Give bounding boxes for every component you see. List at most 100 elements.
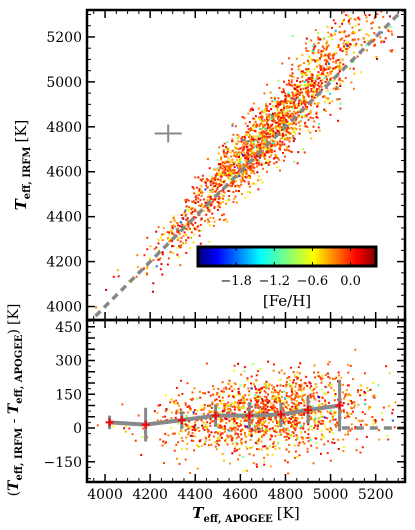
residual-point (364, 423, 367, 426)
irfm-point (241, 149, 244, 152)
irfm-point (263, 123, 266, 126)
irfm-point (227, 175, 230, 178)
residual-point (253, 394, 256, 397)
irfm-point (185, 201, 187, 203)
residual-point (350, 413, 353, 415)
residual-point (334, 393, 337, 395)
irfm-point (305, 47, 308, 50)
irfm-point (215, 173, 218, 176)
irfm-point (338, 77, 341, 80)
residual-point (278, 433, 280, 436)
irfm-point (305, 49, 308, 52)
irfm-point (286, 110, 289, 112)
residual-point (187, 433, 190, 436)
irfm-point (306, 78, 309, 81)
irfm-point (255, 124, 258, 127)
residual-point (344, 416, 347, 419)
irfm-point (264, 147, 266, 150)
residual-point (217, 444, 220, 447)
irfm-point (243, 171, 246, 174)
residual-point (193, 409, 196, 412)
irfm-point (198, 189, 201, 192)
irfm-point (242, 139, 245, 142)
irfm-point (279, 148, 282, 151)
irfm-point (236, 133, 239, 136)
irfm-point (264, 154, 267, 157)
residual-point (285, 431, 288, 434)
irfm-point (290, 116, 293, 119)
irfm-point (259, 147, 262, 150)
irfm-point (211, 186, 214, 189)
residual-point (236, 417, 239, 420)
irfm-point (204, 205, 207, 208)
residual-point (190, 398, 193, 401)
irfm-point (293, 88, 295, 91)
irfm-point (260, 135, 262, 138)
irfm-point (379, 36, 382, 39)
irfm-point (264, 136, 267, 139)
irfm-point (307, 90, 310, 93)
irfm-point (239, 164, 242, 167)
residual-point (340, 410, 343, 413)
irfm-point (305, 108, 308, 110)
irfm-point (343, 45, 345, 48)
residual-point (96, 424, 99, 427)
bottom-y-tick-label: 0 (73, 421, 82, 437)
residual-point (258, 397, 261, 400)
irfm-point (229, 172, 232, 175)
residual-point (228, 407, 231, 410)
irfm-point (159, 268, 162, 271)
residual-point (216, 411, 219, 414)
irfm-point (311, 94, 314, 97)
irfm-point (349, 67, 351, 70)
irfm-point (221, 163, 223, 166)
irfm-point (231, 182, 234, 185)
irfm-point (315, 111, 318, 114)
residual-point (315, 385, 318, 388)
irfm-point (176, 253, 179, 256)
irfm-point (237, 135, 240, 138)
residual-point (231, 452, 234, 455)
irfm-point (345, 35, 347, 38)
irfm-point (205, 213, 208, 216)
irfm-point (360, 29, 363, 31)
irfm-point (332, 57, 335, 60)
residual-point (346, 389, 349, 392)
residual-point (333, 413, 336, 416)
irfm-point (333, 54, 336, 57)
irfm-point (337, 72, 340, 75)
residual-point (241, 395, 244, 398)
irfm-point (183, 211, 186, 214)
residual-point (202, 421, 205, 424)
irfm-point (204, 181, 207, 184)
residual-point (254, 432, 257, 434)
residual-point (273, 430, 276, 433)
irfm-point (271, 134, 274, 137)
residual-point (274, 418, 277, 421)
residual-point (347, 413, 350, 416)
irfm-point (370, 22, 373, 25)
irfm-point (217, 198, 220, 201)
irfm-point (159, 257, 162, 260)
irfm-point (317, 58, 320, 61)
residual-point (294, 405, 297, 408)
irfm-point (373, 32, 376, 35)
residual-point (225, 422, 228, 424)
irfm-point (298, 132, 301, 135)
irfm-point (149, 245, 152, 248)
irfm-point (323, 76, 326, 79)
irfm-point (274, 114, 277, 117)
irfm-point (275, 122, 278, 124)
residual-point (394, 401, 397, 404)
irfm-point (305, 79, 308, 82)
irfm-point (338, 31, 341, 34)
irfm-point (226, 168, 229, 171)
irfm-point (222, 213, 225, 216)
irfm-point (286, 120, 289, 123)
irfm-point (235, 164, 238, 167)
irfm-point (314, 51, 317, 54)
irfm-point (214, 190, 217, 193)
residual-point (265, 431, 268, 434)
